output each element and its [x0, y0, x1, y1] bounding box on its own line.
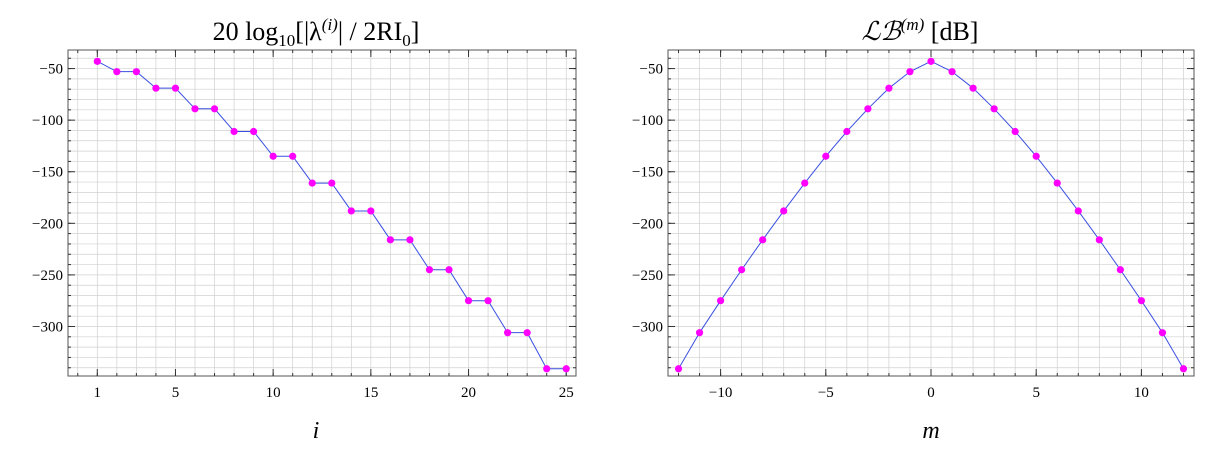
data-point [843, 127, 851, 136]
data-point [1116, 266, 1124, 274]
x-tick-label: −10 [709, 385, 732, 401]
data-point [484, 297, 492, 305]
data-point [1053, 179, 1061, 187]
chart-right-grid [668, 50, 1194, 376]
data-point [250, 127, 258, 136]
data-point [308, 179, 316, 187]
y-tick-label: −50 [40, 62, 63, 78]
x-tick-label: 15 [363, 385, 378, 401]
data-point [113, 68, 121, 76]
data-point [386, 236, 394, 244]
chart-left-series [93, 57, 570, 373]
data-point [269, 152, 277, 160]
x-tick-label: 20 [461, 385, 476, 401]
data-point [93, 57, 101, 65]
chart-left-title: 20 log10[|λ(i)| / 2RI0] [213, 15, 420, 50]
data-point [347, 207, 355, 215]
data-point [948, 68, 956, 76]
data-point [674, 365, 683, 373]
data-point [717, 297, 725, 305]
y-tick-label: −250 [632, 268, 663, 284]
data-point [406, 236, 414, 244]
data-point [885, 84, 893, 92]
data-point [738, 266, 746, 274]
chart-left-x-axis-label: i [313, 418, 320, 444]
data-point [780, 207, 788, 215]
y-tick-label: −50 [640, 62, 663, 78]
data-point [171, 84, 180, 92]
chart-right-axes: −10 −5 0 5 10−50−100−150−200−250−300 [632, 50, 1194, 401]
data-point [927, 57, 935, 65]
data-point [969, 84, 977, 92]
data-point [1074, 207, 1082, 215]
data-point [152, 84, 160, 92]
y-tick-label: −300 [32, 319, 63, 335]
y-tick-label: −150 [32, 165, 63, 181]
x-tick-label: 25 [559, 385, 574, 401]
chart-right: ℒℬ(m) [dB] −10 −5 0 5 10−50−100−150−200−250−… [632, 15, 1195, 444]
data-point [543, 365, 551, 373]
data-point [328, 179, 336, 187]
y-tick-label: −100 [32, 113, 63, 129]
data-point [504, 329, 512, 337]
data-point [759, 236, 767, 244]
y-tick-label: −250 [32, 268, 63, 284]
data-point [1095, 236, 1103, 244]
x-tick-label: 10 [1134, 385, 1149, 401]
data-point [464, 297, 473, 305]
data-point [191, 105, 199, 113]
data-point [1011, 127, 1019, 136]
y-tick-label: −150 [632, 165, 663, 181]
data-point [523, 329, 531, 337]
data-point [801, 179, 809, 187]
data-point [822, 152, 830, 160]
x-tick-label: 0 [927, 385, 935, 401]
data-point [562, 365, 570, 373]
x-tick-label: 5 [172, 385, 180, 401]
data-point [1137, 297, 1145, 305]
y-tick-label: −200 [632, 216, 663, 232]
chart-right-x-axis-label: m [922, 418, 939, 444]
data-point [289, 152, 297, 160]
chart-left: 20 log10[|λ(i)| / 2RI0] 1 5 10 15 20 25−50−10… [32, 15, 577, 444]
data-point [695, 329, 704, 337]
chart-right-series [674, 57, 1188, 373]
y-tick-label: −200 [32, 216, 63, 232]
data-point [132, 68, 140, 76]
data-point [425, 266, 434, 274]
chart-right-title: ℒℬ(m) [dB] [862, 15, 979, 46]
data-point [367, 207, 375, 215]
x-tick-label: −5 [818, 385, 834, 401]
data-point [445, 266, 453, 274]
x-tick-label: 10 [266, 385, 281, 401]
y-tick-label: −300 [632, 319, 663, 335]
data-point [906, 68, 914, 76]
data-point [230, 127, 238, 136]
data-point [864, 105, 872, 113]
y-tick-label: −100 [632, 113, 663, 129]
chart-left-axes: 1 5 10 15 20 25−50−100−150−200−250−300 [32, 50, 576, 401]
data-point [1032, 152, 1040, 160]
data-point [210, 105, 219, 113]
x-tick-label: 5 [1032, 385, 1040, 401]
chart-left-grid [68, 50, 576, 376]
x-tick-label: 1 [94, 385, 102, 401]
data-point [990, 105, 998, 113]
data-point [1179, 365, 1188, 373]
data-point [1158, 329, 1167, 337]
